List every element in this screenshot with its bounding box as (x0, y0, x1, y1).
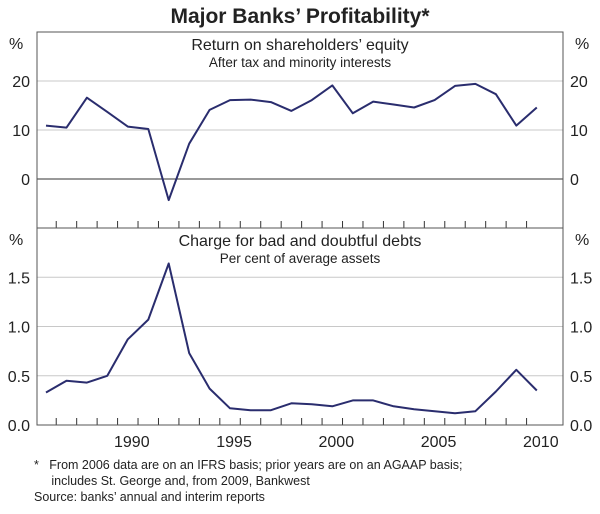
x-tick-label: 2005 (421, 434, 457, 451)
y-tick-label-left: 0 (21, 172, 30, 189)
y-unit-left: % (9, 232, 23, 249)
source-note: Source: banks’ annual and interim report… (34, 490, 265, 504)
x-tick-label: 2010 (523, 434, 559, 451)
x-tick-label: 1990 (114, 434, 150, 451)
footnote-2: includes St. George and, from 2009, Bank… (34, 474, 310, 488)
y-tick-label-left: 1.0 (8, 320, 30, 337)
y-tick-label-right: 1.0 (570, 320, 592, 337)
y-tick-label-left: 0.0 (8, 418, 30, 435)
x-tick-label: 1995 (216, 434, 252, 451)
y-tick-label-left: 20 (12, 74, 30, 91)
panel-subtitle: Per cent of average assets (220, 251, 381, 266)
x-tick-label: 2000 (319, 434, 355, 451)
y-unit-right: % (575, 36, 589, 53)
panel-title: Charge for bad and doubtful debts (179, 233, 422, 250)
panel-subtitle: After tax and minority interests (209, 55, 392, 70)
y-unit-right: % (575, 232, 589, 249)
y-tick-label-left: 10 (12, 123, 30, 140)
panel-title: Return on shareholders’ equity (191, 37, 408, 54)
y-tick-label-right: 0.0 (570, 418, 592, 435)
y-tick-label-right: 10 (570, 123, 588, 140)
y-tick-label-left: 0.5 (8, 369, 30, 386)
chart-title: Major Banks’ Profitability* (170, 5, 430, 28)
series-line (45, 82, 538, 202)
y-tick-label-right: 1.5 (570, 270, 592, 287)
series-line (45, 262, 538, 415)
y-tick-label-left: 1.5 (8, 270, 30, 287)
y-tick-label-right: 0 (570, 172, 579, 189)
footnote-1: * From 2006 data are on an IFRS basis; p… (34, 458, 462, 472)
y-tick-label-right: 20 (570, 74, 588, 91)
y-tick-label-right: 0.5 (570, 369, 592, 386)
y-unit-left: % (9, 36, 23, 53)
